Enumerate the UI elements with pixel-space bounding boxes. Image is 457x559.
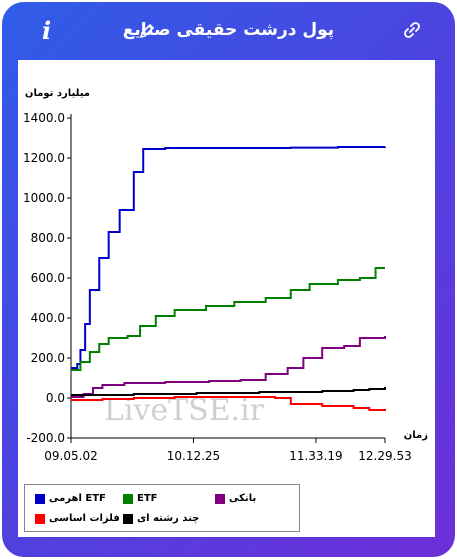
x-axis-label: زمان [404, 430, 428, 441]
legend-label: ETF [137, 493, 158, 504]
y-tick-label: 1400.0 [23, 111, 65, 125]
legend-swatch [123, 514, 133, 524]
legend-label: ETF اهرمی [49, 493, 106, 504]
y-tick-label: 200.0 [31, 351, 65, 365]
x-tick-label: 09.05.02 [44, 449, 97, 463]
series-line-2 [71, 336, 386, 398]
y-tick-label: 600.0 [31, 271, 65, 285]
chart-legend: ETF اهرمی ETF بانکی فلزات اساسی چند رشته ای [24, 484, 300, 532]
x-tick-label: 11.33.19 [289, 449, 342, 463]
y-tick-label: 1000.0 [23, 191, 65, 205]
series-line-1 [71, 267, 385, 371]
series-line-4 [71, 387, 386, 396]
page-title: پول درشت حقیقی صنایع [122, 20, 335, 40]
y-tick-label: 400.0 [31, 311, 65, 325]
legend-swatch [35, 514, 45, 524]
header-bar: i پول درشت حقیقی صنایع [2, 2, 455, 62]
y-tick-label: -200.0 [26, 431, 65, 445]
y-tick-label: 1200.0 [23, 151, 65, 165]
x-tick-label: 10.12.25 [167, 449, 220, 463]
y-tick-label: 0.0 [46, 391, 65, 405]
legend-label: بانکی [229, 493, 257, 504]
line-chart: میلیارد تومان 1400.0 1200.0 1000.0 800.0 600.… [23, 88, 428, 463]
legend-swatch [35, 494, 45, 504]
legend-label: چند رشته ای [137, 513, 200, 524]
legend-label: فلزات اساسی [49, 513, 120, 524]
legend-swatch [123, 494, 133, 504]
y-tick-label: 800.0 [31, 231, 65, 245]
legend-swatch [215, 494, 225, 504]
x-tick-label: 12.29.53 [358, 449, 411, 463]
series-line-3 [71, 396, 386, 411]
info-icon[interactable]: i [42, 16, 52, 45]
pencil-icon[interactable] [138, 22, 156, 40]
chart-panel: میلیارد تومان 1400.0 1200.0 1000.0 800.0 600.… [18, 60, 435, 537]
series-line-0 [71, 146, 386, 369]
y-axis-label: میلیارد تومان [25, 88, 90, 99]
link-icon[interactable] [402, 20, 422, 40]
